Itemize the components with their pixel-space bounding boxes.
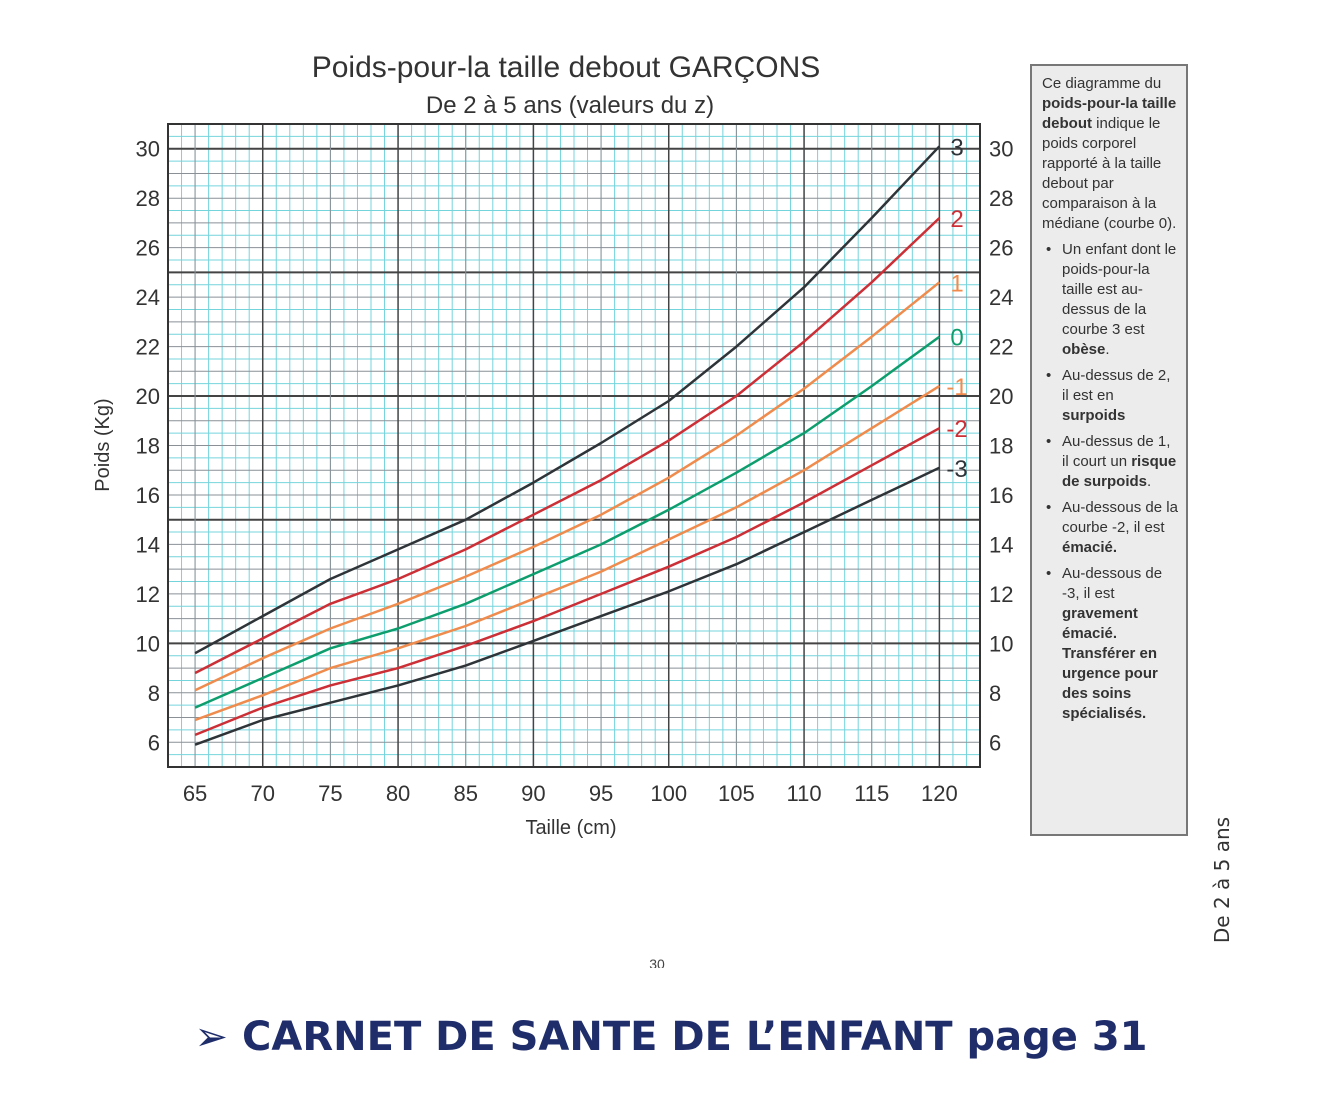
info-item-surpoids: Au-dessus de 2, il est en surpoids [1042, 366, 1178, 426]
growth-chart: Poids-pour-la taille debout GARÇONS De 2… [92, 51, 1014, 839]
y-tick-label-left: 24 [136, 285, 160, 310]
z-label--1: -1 [946, 374, 967, 401]
info-box: Ce diagramme du poids-pour-la taille deb… [1030, 64, 1188, 836]
y-tick-label-right: 22 [989, 335, 1013, 360]
info-item-end: . [1105, 341, 1110, 358]
side-age-label: De 2 à 5 ans [1210, 816, 1234, 944]
z-score-labels: 3 2 1 0 -1 -2 -3 [946, 134, 967, 483]
y-tick-label-right: 8 [989, 681, 1001, 706]
info-item-risque: Au-dessus de 1, il court un risque de su… [1042, 432, 1178, 492]
series-line-z0 [194, 335, 941, 709]
info-intro-text-2: indique le poids corporel rapporté à la … [1042, 115, 1177, 232]
info-item-bold: surpoids [1062, 407, 1126, 424]
info-item-text: Un enfant dont le poids-pour-la taille e… [1062, 241, 1177, 338]
info-item-gravement-emacie: Au-dessous de -3, il est gravement émaci… [1042, 564, 1178, 724]
info-item-bold: risque de surpoids [1062, 453, 1177, 490]
y-tick-label-left: 22 [136, 335, 160, 360]
x-tick-label: 105 [718, 781, 755, 806]
y-tick-label-left: 16 [136, 483, 160, 508]
series-line-z-1 [194, 385, 941, 722]
x-tick-label: 100 [650, 781, 687, 806]
info-item-text: Au-dessous de -3, il est [1062, 565, 1163, 602]
x-tick-label: 85 [453, 781, 477, 806]
y-tick-label-right: 24 [989, 285, 1013, 310]
footer-text: CARNET DE SANTE DE L’ENFANT page 31 [242, 1014, 1148, 1060]
y-tick-label-right: 26 [989, 236, 1013, 261]
z-label-0: 0 [950, 325, 963, 352]
info-item-text: Au-dessous de la courbe -2, il est [1062, 499, 1178, 536]
y-tick-label-left: 8 [148, 681, 160, 706]
z-label-1: 1 [950, 270, 963, 297]
y-tick-label-right: 10 [989, 631, 1013, 656]
y-tick-label-left: 14 [136, 532, 160, 557]
info-item-emacie: Au-dessous de la courbe -2, il est émaci… [1042, 498, 1178, 558]
y-axis-label: Poids (Kg) [92, 398, 114, 491]
info-item-text: Au-dessus de 1, il court un [1062, 433, 1171, 470]
y-tick-label-left: 20 [136, 384, 160, 409]
info-intro-text: Ce diagramme du [1042, 75, 1162, 92]
info-list: Un enfant dont le poids-pour-la taille e… [1042, 240, 1178, 724]
z-label--2: -2 [946, 416, 967, 443]
x-tick-label: 120 [921, 781, 958, 806]
info-intro-bold: poids-pour-la taille debout [1042, 95, 1177, 132]
x-tick-label: 90 [521, 781, 545, 806]
footer-caption: ➢ CARNET DE SANTE DE L’ENFANT page 31 [0, 1014, 1342, 1060]
chart-grid [167, 123, 981, 768]
chart-series [194, 145, 941, 746]
info-item-end: . [1147, 473, 1152, 490]
series-line-z-3 [194, 466, 940, 746]
x-axis-label: Taille (cm) [525, 817, 616, 839]
y-tick-label-left: 10 [136, 631, 160, 656]
y-tick-label-left: 28 [136, 186, 160, 211]
chart-title: Poids-pour-la taille debout GARÇONS [312, 51, 821, 84]
x-tick-label: 70 [250, 781, 274, 806]
info-item-obese: Un enfant dont le poids-pour-la taille e… [1042, 240, 1178, 360]
x-tick-label: 80 [386, 781, 410, 806]
y-tick-label-left: 6 [148, 730, 160, 755]
y-tick-label-right: 14 [989, 532, 1013, 557]
series-line-z1 [194, 281, 941, 692]
info-intro: Ce diagramme du poids-pour-la taille deb… [1042, 74, 1178, 234]
y-tick-label-right: 6 [989, 730, 1001, 755]
y-tick-label-left: 18 [136, 434, 160, 459]
info-item-bold: émacié. [1062, 539, 1118, 556]
y-tick-label-right: 20 [989, 384, 1013, 409]
y-tick-label-right: 16 [989, 483, 1013, 508]
series-line-z3 [194, 145, 941, 655]
y-tick-label-left: 30 [136, 137, 160, 162]
x-tick-label: 110 [787, 781, 822, 806]
info-item-bold: gravement émacié. Transférer en urgence … [1062, 605, 1158, 722]
info-item-text: Au-dessus de 2, il est en [1062, 367, 1171, 404]
plot-frame [167, 123, 981, 768]
z-label-2: 2 [950, 206, 963, 233]
arrow-bullet-icon: ➢ [194, 1014, 229, 1060]
x-tick-label: 65 [183, 781, 207, 806]
y-tick-label-right: 12 [989, 582, 1013, 607]
series-line-z2 [194, 217, 941, 675]
series-line-z-2 [194, 427, 941, 737]
y-tick-label-right: 28 [989, 186, 1013, 211]
y-tick-label-right: 18 [989, 434, 1013, 459]
z-label-3: 3 [950, 134, 963, 161]
x-tick-label: 95 [589, 781, 613, 806]
x-tick-label: 115 [854, 781, 889, 806]
y-tick-label-right: 30 [989, 137, 1013, 162]
y-tick-label-left: 12 [136, 582, 160, 607]
info-item-bold: obèse [1062, 341, 1106, 358]
x-tick-label: 75 [318, 781, 342, 806]
y-tick-label-left: 26 [136, 236, 160, 261]
chart-subtitle: De 2 à 5 ans (valeurs du z) [426, 92, 714, 119]
page-number: 30 [649, 956, 665, 968]
z-label--3: -3 [946, 456, 967, 483]
